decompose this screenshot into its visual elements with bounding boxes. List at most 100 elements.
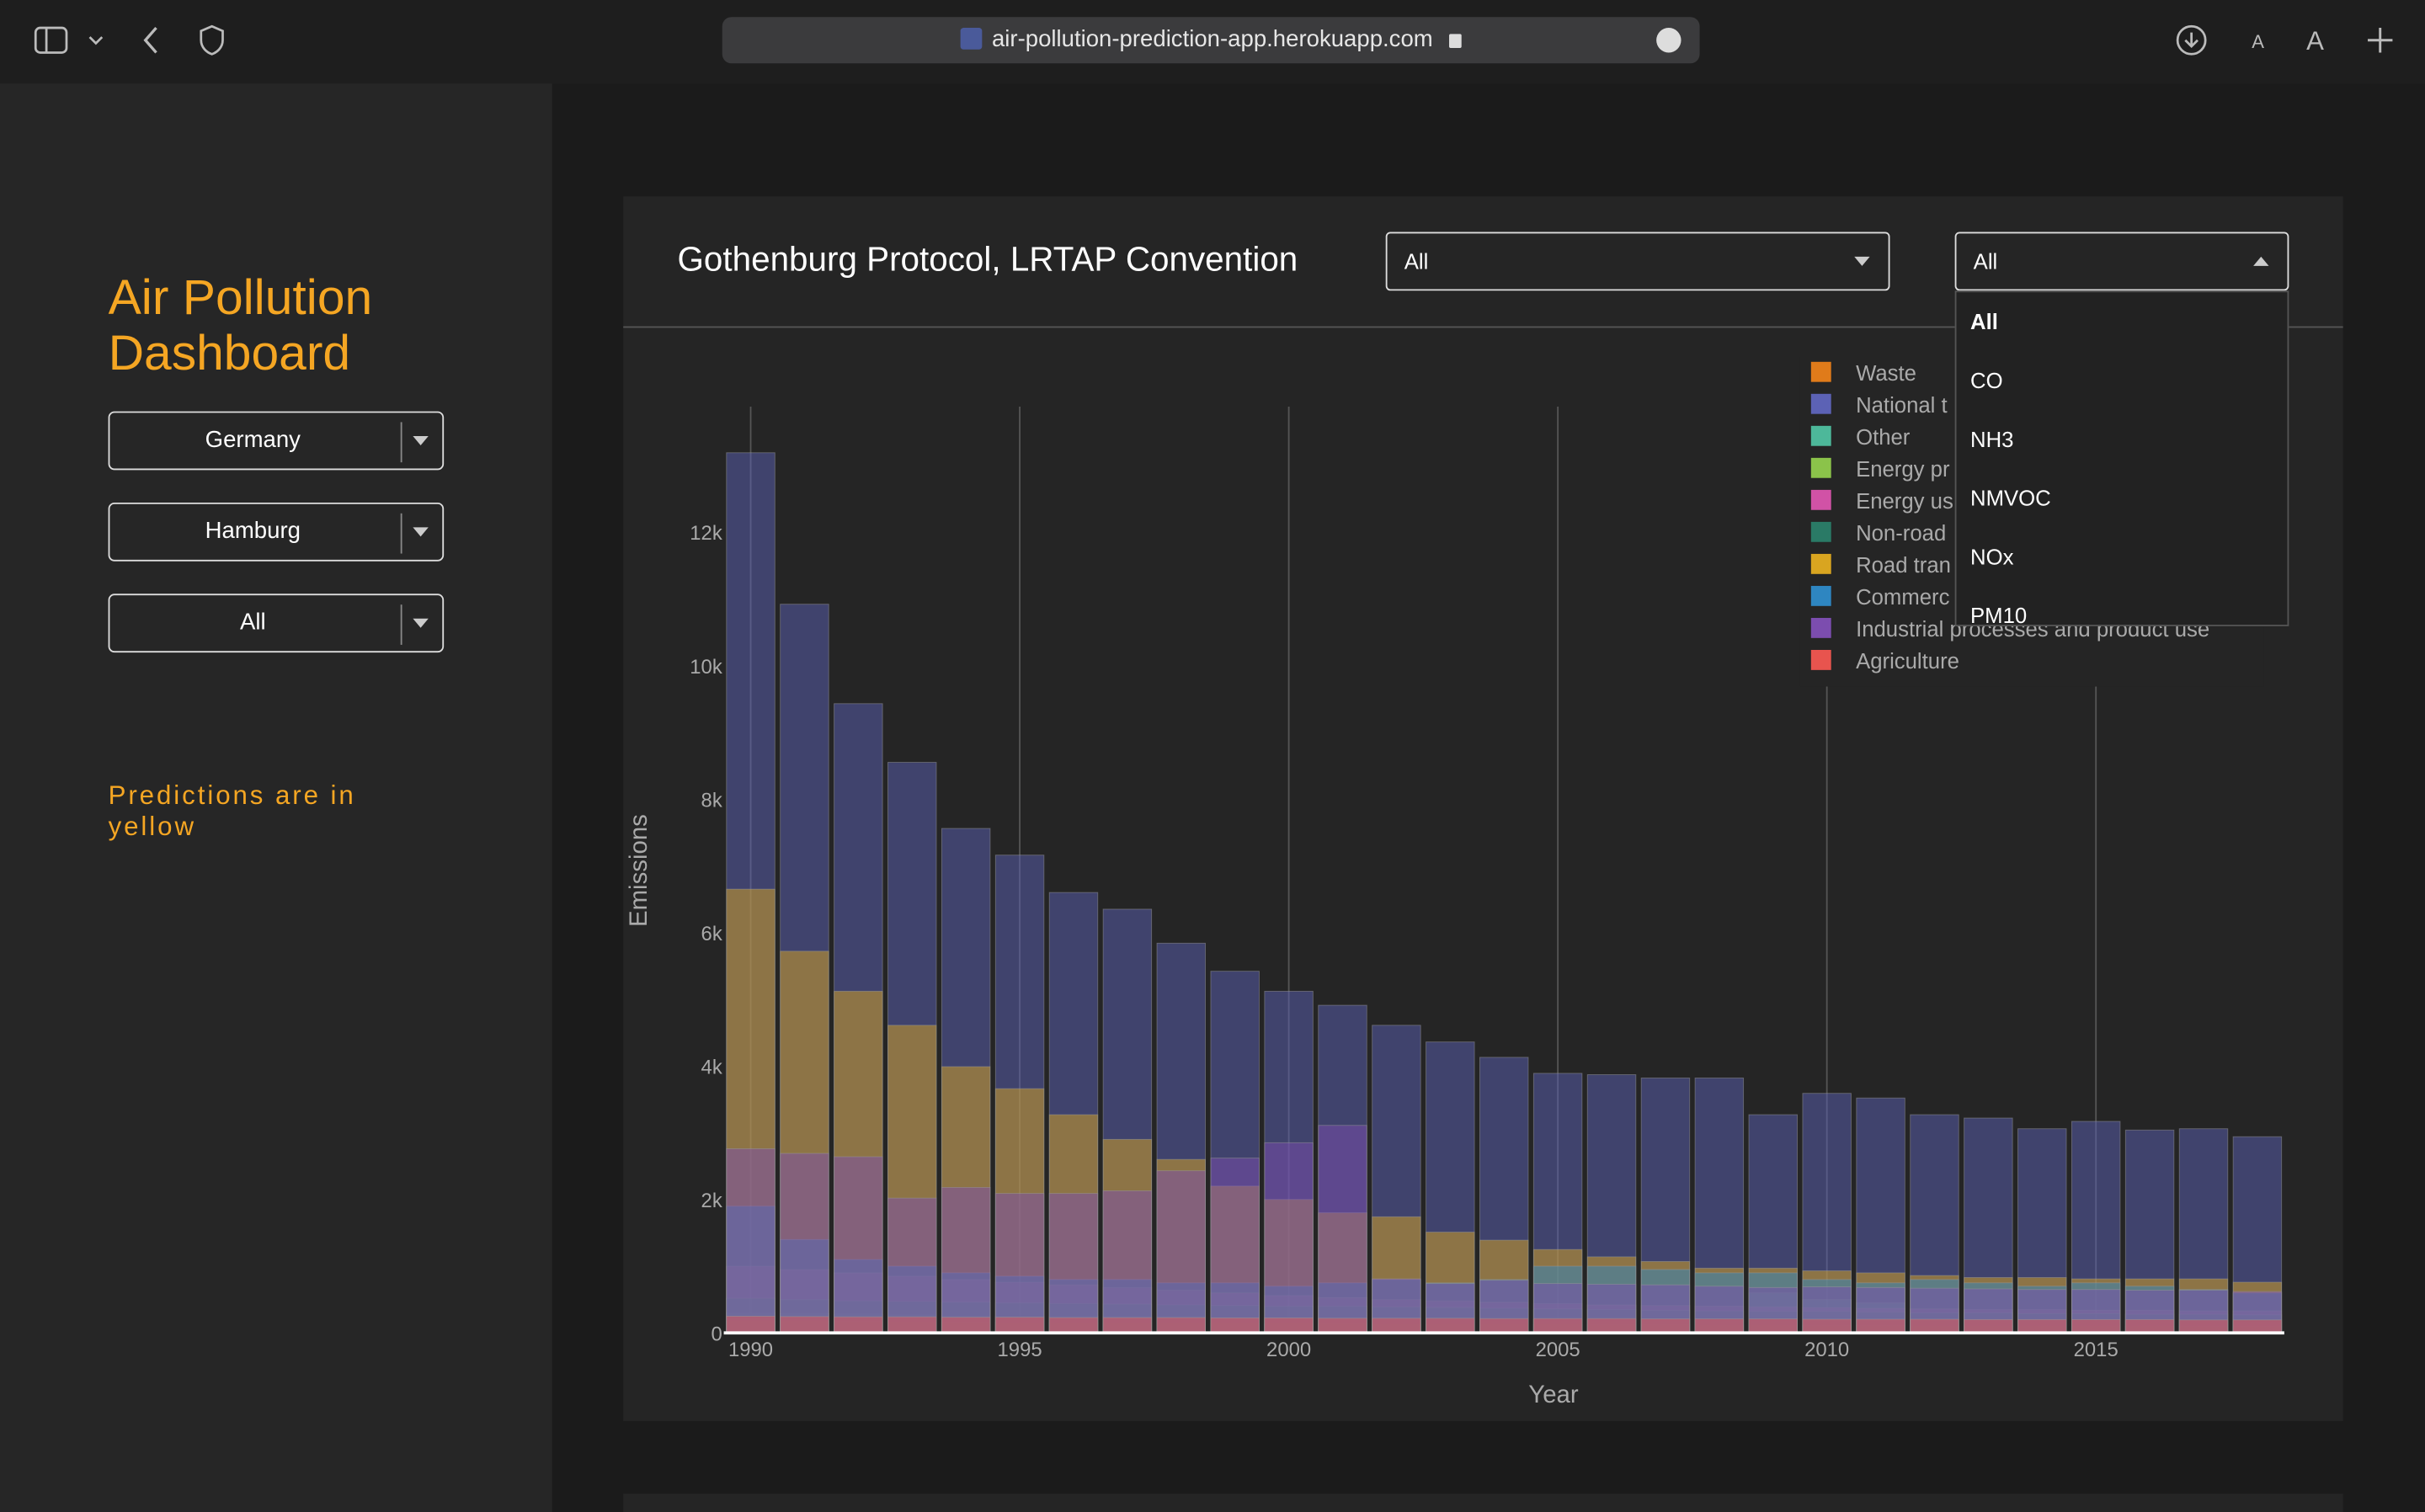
lock-icon xyxy=(1448,34,1462,48)
dropdown-value: Germany xyxy=(205,426,301,454)
x-axis-title: Year xyxy=(1528,1381,1579,1408)
legend-swatch xyxy=(1810,649,1831,670)
sidebar xyxy=(0,83,552,1512)
bar xyxy=(1318,1318,1367,1334)
address-bar[interactable]: air-pollution-prediction-app.herokuapp.c… xyxy=(722,17,1700,64)
chart-title: Gothenburg Protocol, LRTAP Convention xyxy=(677,239,1298,279)
menu-option[interactable]: All xyxy=(1970,309,1998,334)
legend-swatch xyxy=(1810,393,1831,414)
bar xyxy=(1856,1318,1905,1334)
bar xyxy=(1586,1318,1637,1334)
menu-option[interactable]: PM10 xyxy=(1970,603,2028,626)
bar xyxy=(1210,1317,1260,1334)
bar xyxy=(1102,1317,1153,1334)
bar xyxy=(1156,1170,1207,1334)
legend-swatch xyxy=(1810,425,1831,446)
browser-toolbar: A A air-pollution-prediction-app.herokua… xyxy=(0,0,2425,84)
bar xyxy=(1156,1317,1207,1334)
bar xyxy=(2178,1319,2229,1334)
bar xyxy=(726,1315,775,1334)
sidebar-icon[interactable] xyxy=(34,26,68,54)
bar xyxy=(1964,1318,2013,1334)
more-button[interactable] xyxy=(1656,28,1682,53)
bar xyxy=(1910,1318,1959,1334)
text-smaller[interactable]: A xyxy=(2252,31,2264,52)
pollutant-menu: All CO NH3 NMVOC NOx PM10 xyxy=(1954,290,2289,626)
x-tick-label: 2010 xyxy=(1804,1339,1849,1361)
bar xyxy=(1210,1158,1260,1334)
bar xyxy=(1694,1318,1745,1334)
bar xyxy=(780,1316,829,1334)
legend-swatch xyxy=(1810,617,1831,638)
bar xyxy=(1048,1193,1099,1334)
bar xyxy=(834,1316,883,1334)
legend-swatch xyxy=(1810,585,1831,606)
bar xyxy=(887,1316,937,1334)
x-tick-label: 1990 xyxy=(728,1339,773,1361)
legend-label: Energy us xyxy=(1856,490,1953,514)
menu-option[interactable]: NMVOC xyxy=(1970,485,2051,511)
legend-label: Commerc xyxy=(1856,586,1950,610)
pollutant-dropdown[interactable]: All xyxy=(1954,232,2289,291)
menu-option[interactable]: CO xyxy=(1970,368,2003,393)
text-larger[interactable]: A xyxy=(2306,26,2324,56)
filter-dropdown[interactable]: All xyxy=(108,594,445,653)
country-dropdown[interactable]: Germany xyxy=(108,411,445,471)
bar xyxy=(1802,1318,1852,1334)
legend-label: Agriculture xyxy=(1856,650,1959,673)
bar xyxy=(1264,1317,1314,1334)
bar xyxy=(726,1148,775,1334)
y-tick-label: 6k xyxy=(701,923,722,945)
legend-swatch xyxy=(1810,457,1831,478)
legend-label: National t xyxy=(1856,394,1948,418)
bar xyxy=(1426,1318,1475,1334)
y-tick-label: 0 xyxy=(711,1323,722,1345)
url-text: air-pollution-prediction-app.herokuapp.c… xyxy=(991,26,1433,53)
bar xyxy=(1532,1318,1583,1334)
bar xyxy=(780,1153,829,1334)
sector-dropdown[interactable]: All xyxy=(1385,232,1890,291)
bar xyxy=(1479,1318,1529,1334)
dropdown-value: All xyxy=(239,609,266,636)
y-tick-label: 10k xyxy=(690,656,722,679)
bar xyxy=(941,1317,991,1334)
dropdown-value: All xyxy=(1973,248,1998,274)
y-tick-label: 12k xyxy=(690,522,722,545)
bar xyxy=(1048,1317,1099,1334)
new-tab[interactable] xyxy=(2368,28,2393,53)
bar xyxy=(887,1197,937,1334)
menu-option[interactable]: NH3 xyxy=(1970,426,2014,452)
dropdown-value: All xyxy=(1404,248,1429,274)
header-divider xyxy=(623,326,2343,328)
x-tick-label: 2000 xyxy=(1266,1339,1311,1361)
shield-icon[interactable] xyxy=(200,24,224,56)
bar xyxy=(994,1317,1045,1334)
toolbar-icons: A A xyxy=(34,24,2393,56)
bar xyxy=(941,1187,991,1334)
bar xyxy=(1102,1190,1153,1334)
download-icon[interactable] xyxy=(2176,24,2207,56)
city-dropdown[interactable]: Hamburg xyxy=(108,502,445,562)
legend-swatch xyxy=(1810,521,1831,542)
menu-option[interactable]: NOx xyxy=(1970,544,2014,569)
dashboard-title: Air Pollution Dashboard xyxy=(108,269,373,381)
legend-label: Energy pr xyxy=(1856,458,1950,482)
bar xyxy=(2232,1319,2283,1334)
legend-swatch xyxy=(1810,489,1831,510)
bar xyxy=(2017,1318,2067,1334)
y-axis-title: Emissions xyxy=(625,814,653,927)
legend-label: Other xyxy=(1856,426,1911,450)
download-arrow xyxy=(2184,32,2198,49)
chevron-down[interactable] xyxy=(88,36,104,45)
back-button[interactable] xyxy=(143,26,157,54)
x-tick-label: 2015 xyxy=(2074,1339,2119,1361)
bar xyxy=(1640,1318,1691,1334)
legend-label: Waste xyxy=(1856,362,1916,386)
dropdown-value: Hamburg xyxy=(205,518,301,545)
y-tick-label: 2k xyxy=(701,1190,722,1212)
legend-label: Non-road xyxy=(1856,522,1946,546)
bar xyxy=(1372,1318,1421,1334)
x-tick-label: 2005 xyxy=(1536,1339,1580,1361)
